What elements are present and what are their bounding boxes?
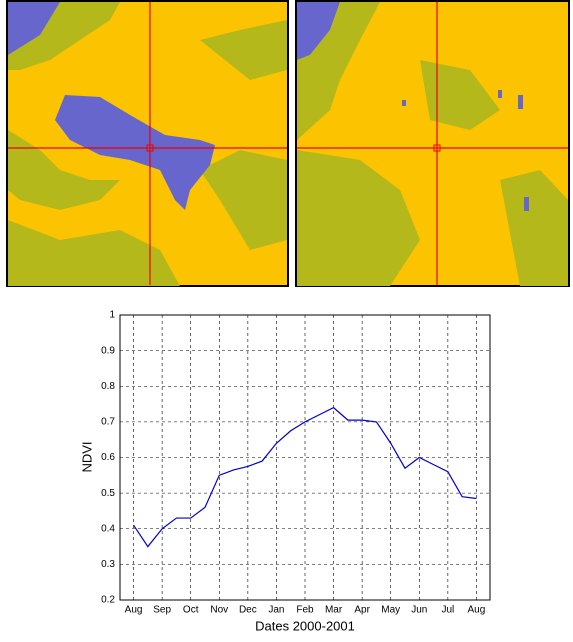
x-tick-label: Jul	[441, 605, 454, 616]
y-tick-label: 0.4	[101, 523, 115, 534]
x-tick-label: Nov	[210, 605, 228, 616]
y-tick-label: 0.7	[101, 417, 115, 428]
y-axis-label: NDVI	[79, 441, 94, 472]
y-tick-label: 0.6	[101, 452, 115, 463]
x-tick-label: May	[381, 605, 400, 616]
x-tick-label: Dec	[239, 605, 257, 616]
y-tick-label: 0.5	[101, 488, 115, 499]
x-tick-label: Apr	[354, 605, 370, 616]
y-tick-label: 0.8	[101, 381, 115, 392]
y-tick-label: 0.3	[101, 559, 115, 570]
x-tick-label: Sep	[153, 605, 171, 616]
x-axis-label: Dates 2000-2001	[255, 618, 355, 633]
x-tick-label: Aug	[125, 605, 143, 616]
y-tick-label: 0.2	[101, 595, 115, 606]
x-tick-label: Jun	[411, 605, 427, 616]
x-tick-label: Oct	[183, 605, 199, 616]
map-right	[296, 1, 569, 286]
x-tick-label: Aug	[468, 605, 486, 616]
x-tick-label: Feb	[296, 605, 314, 616]
y-tick-label: 0.9	[101, 345, 115, 356]
y-tick-label: 1	[109, 310, 115, 321]
x-tick-label: Mar	[325, 605, 343, 616]
page: Dates 2000-2001 NDVI 0.2 0.3 0.4 0.5 0.6 0.7 0…	[0, 0, 573, 637]
map-left	[7, 1, 288, 286]
x-tick-label: Jan	[268, 605, 284, 616]
